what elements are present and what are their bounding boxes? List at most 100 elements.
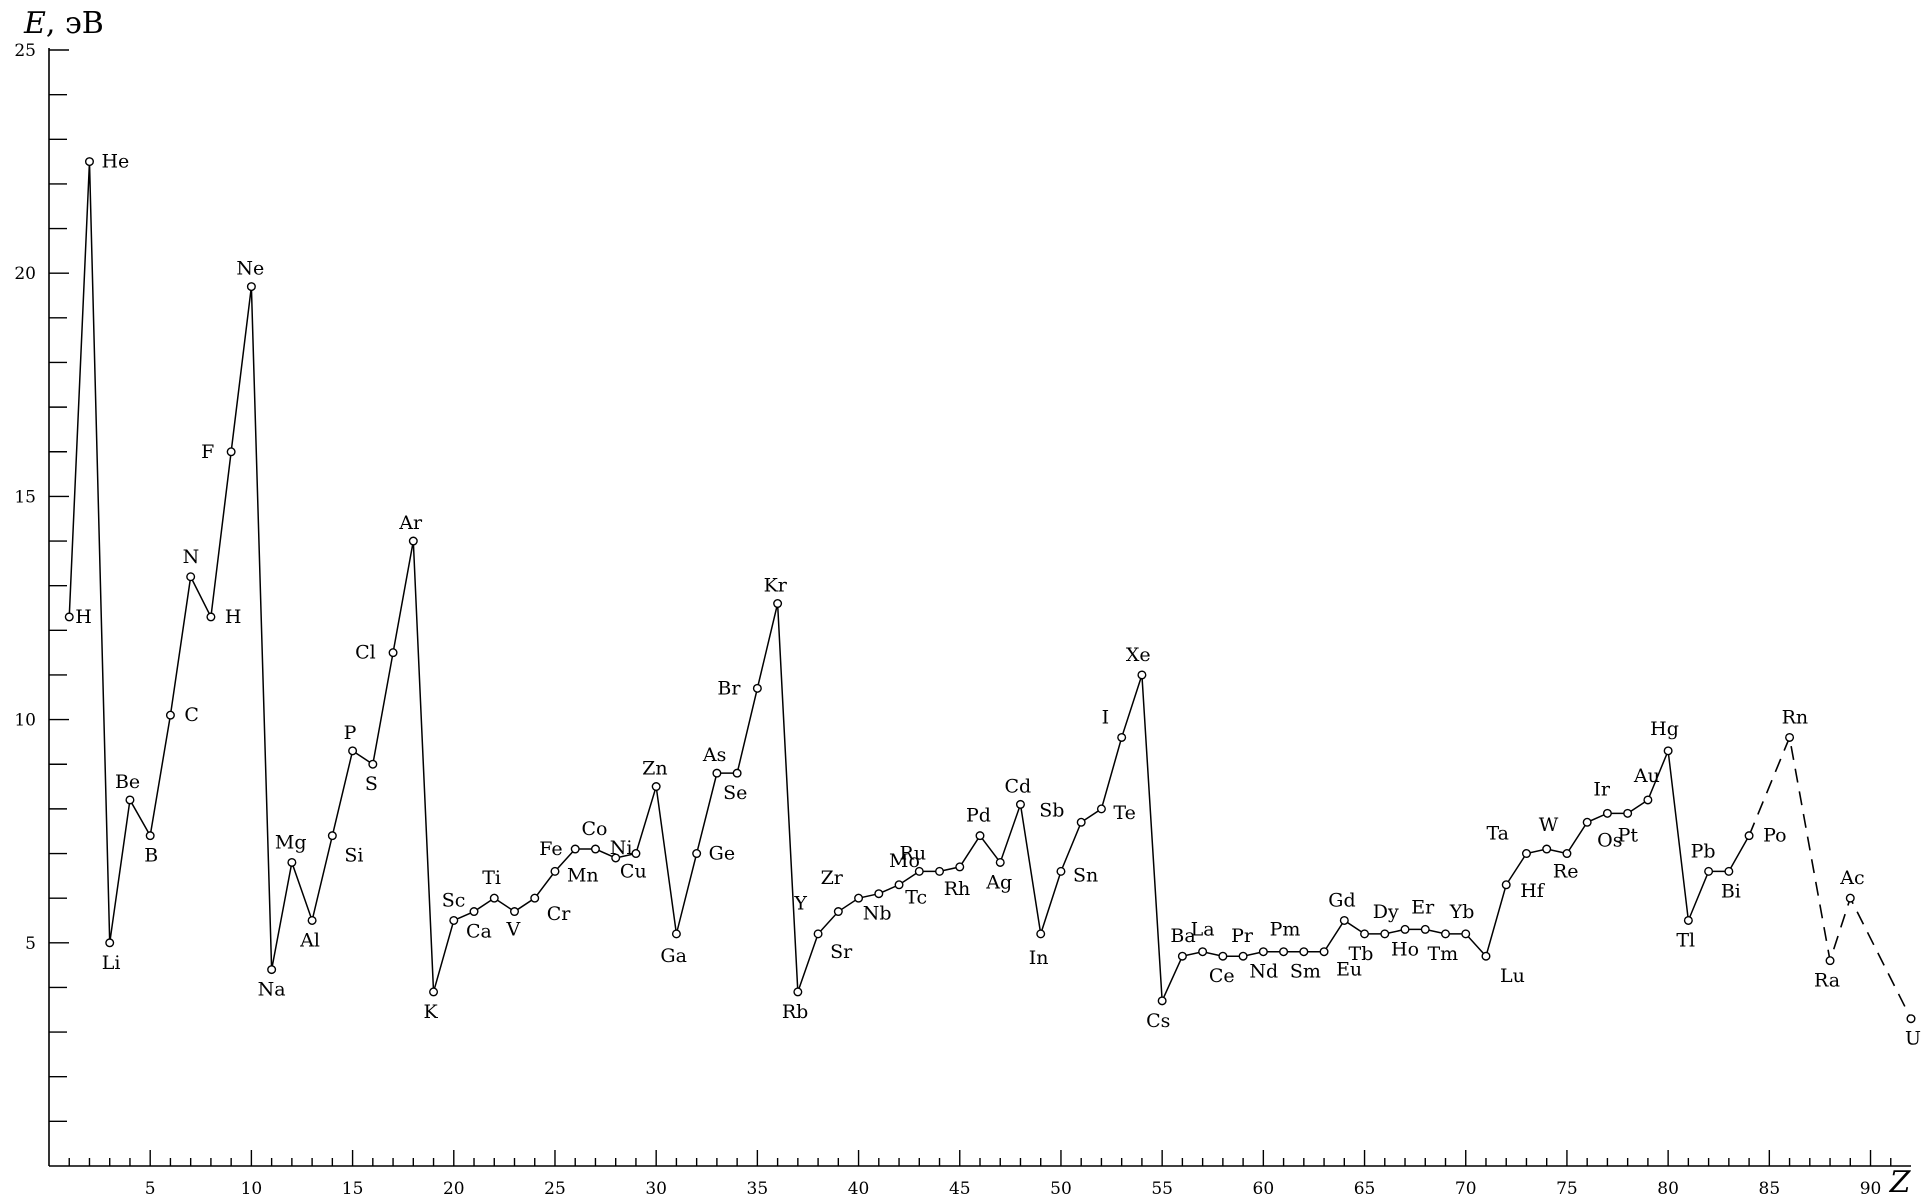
element-label-cs: Cs xyxy=(1146,1010,1170,1032)
data-point-xe xyxy=(1137,670,1147,680)
data-point-gd xyxy=(1339,915,1349,925)
element-label-si: Si xyxy=(344,845,363,867)
element-label-rh: Rh xyxy=(944,878,971,900)
x-tick-label: 15 xyxy=(342,1179,364,1199)
data-point-co xyxy=(590,844,600,854)
x-tick-label: 75 xyxy=(1556,1179,1578,1199)
data-point-k xyxy=(429,987,439,997)
data-point-lu xyxy=(1481,951,1491,961)
element-label-h: H xyxy=(225,606,242,628)
data-point-cr xyxy=(530,893,540,903)
element-label-ga: Ga xyxy=(660,945,687,967)
element-label-po: Po xyxy=(1763,825,1786,847)
data-point-ar xyxy=(408,536,418,546)
element-label-ru: Ru xyxy=(900,842,927,864)
y-tick-label: 15 xyxy=(14,487,36,507)
y-axis-title-unit: , эВ xyxy=(46,6,104,41)
element-label-ir: Ir xyxy=(1593,778,1611,800)
data-point-sc xyxy=(449,915,459,925)
element-label-f: F xyxy=(201,441,214,463)
data-point-cu xyxy=(631,849,641,859)
element-label-i: I xyxy=(1102,706,1110,728)
data-point-au xyxy=(1643,795,1653,805)
element-label-te: Te xyxy=(1113,802,1135,824)
data-point-i xyxy=(1117,732,1127,742)
x-tick-label: 90 xyxy=(1860,1179,1882,1199)
y-axis-title-symbol: E xyxy=(23,6,46,41)
data-point-h xyxy=(206,612,216,622)
element-label-sc: Sc xyxy=(442,889,466,911)
element-label-se: Se xyxy=(723,782,747,804)
data-point-he xyxy=(84,157,94,167)
element-label-cd: Cd xyxy=(1004,775,1031,797)
data-point-pb xyxy=(1704,866,1714,876)
data-point-h xyxy=(64,612,74,622)
data-point-rb xyxy=(793,987,803,997)
element-label-pt: Pt xyxy=(1618,824,1639,846)
data-point-dy xyxy=(1380,929,1390,939)
element-label-tc: Tc xyxy=(905,886,927,908)
series-line-solid xyxy=(68,161,1750,1002)
data-point-p xyxy=(348,746,358,756)
data-point-se xyxy=(732,768,742,778)
element-label-er: Er xyxy=(1411,896,1435,918)
data-point-os xyxy=(1582,817,1592,827)
element-label-cu: Cu xyxy=(620,861,647,883)
element-label-ac: Ac xyxy=(1839,867,1864,889)
data-point-c xyxy=(165,710,175,720)
x-tick-label: 25 xyxy=(544,1179,566,1199)
element-label-br: Br xyxy=(717,677,741,699)
element-label-rb: Rb xyxy=(782,1001,808,1023)
data-point-u xyxy=(1906,1014,1916,1024)
data-point-yb xyxy=(1461,929,1471,939)
data-point-si xyxy=(327,831,337,841)
element-label-sm: Sm xyxy=(1290,961,1321,983)
data-point-cl xyxy=(388,648,398,658)
data-point-v xyxy=(510,907,520,917)
data-point-zn xyxy=(651,782,661,792)
data-point-mo xyxy=(894,880,904,890)
x-axis-title: Z xyxy=(1889,1165,1912,1200)
element-label-zn: Zn xyxy=(642,758,667,780)
element-label-be: Be xyxy=(115,771,140,793)
data-point-ir xyxy=(1602,808,1612,818)
data-point-sm xyxy=(1299,947,1309,957)
x-tick-label: 20 xyxy=(443,1179,465,1199)
element-label-hg: Hg xyxy=(1650,718,1679,740)
data-point-li xyxy=(105,938,115,948)
data-point-cd xyxy=(1015,799,1025,809)
data-point-in xyxy=(1036,929,1046,939)
data-point-ge xyxy=(692,849,702,859)
element-label-gd: Gd xyxy=(1328,889,1355,911)
data-point-eu xyxy=(1319,947,1329,957)
ticks: 5 10 15 20 25 5 10 15 20 25 30 35 40 45 50 55 60 65 70 75 80… xyxy=(14,41,1892,1199)
x-tick-label: 85 xyxy=(1759,1179,1781,1199)
element-label-s: S xyxy=(365,773,378,795)
data-point-ga xyxy=(671,929,681,939)
data-point-ce xyxy=(1218,951,1228,961)
element-label-c: C xyxy=(184,704,199,726)
data-point-s xyxy=(368,759,378,769)
element-label-sn: Sn xyxy=(1073,864,1098,886)
element-label-y: Y xyxy=(793,893,807,915)
x-tick-label: 55 xyxy=(1151,1179,1173,1199)
data-point-ne xyxy=(246,282,256,292)
element-label-os: Os xyxy=(1597,829,1622,851)
data-point-w xyxy=(1542,844,1552,854)
x-tick-label: 35 xyxy=(747,1179,769,1199)
element-label-li: Li xyxy=(102,952,121,974)
data-point-cs xyxy=(1157,996,1167,1006)
data-point-al xyxy=(307,915,317,925)
x-tick-label: 70 xyxy=(1455,1179,1477,1199)
element-label-pr: Pr xyxy=(1231,925,1254,947)
y-tick-label: 20 xyxy=(14,264,36,284)
data-point-ni xyxy=(611,853,621,863)
data-point-hg xyxy=(1663,746,1673,756)
data-point-tl xyxy=(1683,915,1693,925)
data-point-rh xyxy=(955,862,965,872)
data-point-ba xyxy=(1177,951,1187,961)
data-point-br xyxy=(752,683,762,693)
data-point-nd xyxy=(1258,947,1268,957)
